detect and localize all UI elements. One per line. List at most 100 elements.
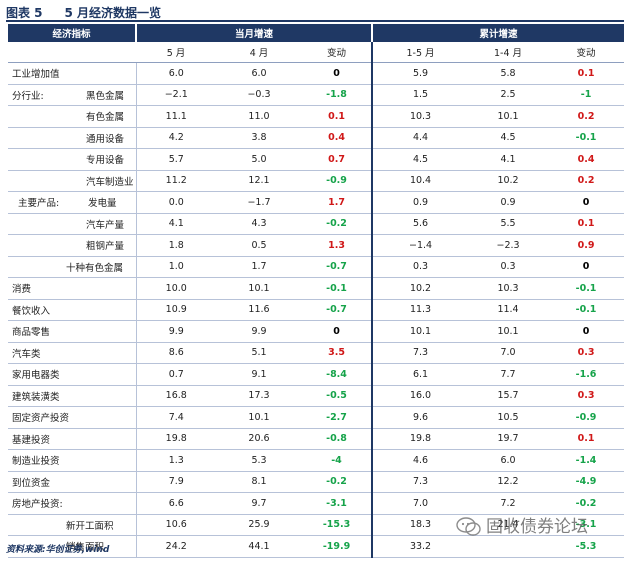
wechat-icon (456, 517, 481, 536)
row-label-text: 粗钢产量 (86, 241, 125, 253)
table-row: 新开工面积 10.6 25.9 -15.3 18.3 21.4 -3.1 (8, 514, 625, 536)
table-row: 有色金属 11.1 11.0 0.1 10.3 10.1 0.2 (8, 105, 625, 128)
value-cell: 10.5 (468, 406, 549, 429)
row-label-text: 工业增加值 (12, 69, 60, 81)
value-cell: 10.3 (468, 277, 549, 300)
change-cell: -0.2 (302, 471, 373, 493)
value-cell: 4.1 (468, 148, 549, 171)
value-cell: 4.5 (468, 127, 549, 149)
value-cell: 1.5 (371, 84, 469, 106)
subheader-cum-change: 变动 (548, 42, 625, 63)
subheader-jan-apr: 1-4 月 (468, 42, 549, 63)
value-cell: 7.0 (468, 342, 549, 364)
row-label: 销售面积 (8, 535, 136, 558)
row-label: 固定资产投资 (8, 406, 136, 429)
change-cell: 0.9 (548, 234, 625, 257)
table-row: 消费 10.0 10.1 -0.1 10.2 10.3 -0.1 (8, 277, 625, 300)
subheader-april: 4 月 (216, 42, 302, 63)
row-group: 主要产品: (18, 198, 60, 210)
value-cell: 7.7 (468, 363, 549, 386)
row-label: 汽车产量 (8, 213, 136, 235)
value-cell: 5.8 (468, 62, 549, 85)
value-cell: −0.3 (216, 84, 302, 106)
row-label: 到位资金 (8, 471, 136, 493)
change-cell: -0.9 (302, 170, 373, 192)
value-cell: 9.9 (216, 320, 302, 343)
row-label-text: 销售面积 (66, 542, 105, 554)
change-cell: -3.1 (302, 492, 373, 515)
value-cell: 10.1 (468, 105, 549, 128)
change-cell: -19.9 (302, 535, 373, 558)
row-label: 十种有色金属 (8, 256, 136, 278)
value-cell: 4.6 (371, 449, 469, 472)
value-cell: 11.2 (135, 170, 216, 192)
change-cell: -15.3 (302, 514, 373, 536)
row-label: 汽车类 (8, 342, 136, 364)
value-cell: 7.0 (371, 492, 469, 515)
change-cell: -1.6 (548, 363, 625, 386)
row-label: 专用设备 (8, 148, 136, 171)
value-cell: 1.0 (135, 256, 216, 278)
table-row: 到位资金 7.9 8.1 -0.2 7.3 12.2 -4.9 (8, 471, 625, 493)
source-note: 资料来源:华创证券,wind (6, 545, 110, 555)
change-cell: 0.3 (548, 385, 625, 407)
value-cell: 10.1 (468, 320, 549, 343)
table-row: 销售面积 24.2 44.1 -19.9 33.2 -5.3 (8, 535, 625, 558)
row-label-text: 到位资金 (12, 477, 51, 489)
value-cell: 0.0 (135, 191, 216, 214)
value-cell: 10.6 (135, 514, 216, 536)
change-cell: -1 (548, 84, 625, 106)
subheader-may: 5 月 (136, 42, 216, 63)
value-cell: 16.8 (135, 385, 216, 407)
change-cell: 0.2 (548, 105, 625, 128)
value-cell: 8.6 (135, 342, 216, 364)
value-cell: 19.7 (468, 428, 549, 450)
row-label: 分行业: 黑色金属 (8, 84, 136, 106)
row-label-text: 有色金属 (86, 112, 125, 124)
row-label: 商品零售 (8, 320, 136, 343)
table-row: 工业增加值 6.0 6.0 0 5.9 5.8 0.1 (8, 62, 625, 85)
change-cell: 3.5 (302, 342, 373, 364)
subheader-empty (8, 42, 136, 63)
value-cell: 6.0 (468, 449, 549, 472)
title-rule (6, 20, 624, 22)
value-cell: 7.2 (468, 492, 549, 515)
value-cell: 11.4 (468, 299, 549, 321)
change-cell: -0.5 (302, 385, 373, 407)
table-row: 分行业: 黑色金属 −2.1 −0.3 -1.8 1.5 2.5 -1 (8, 84, 625, 106)
change-cell: 0 (548, 256, 625, 278)
change-cell: 0.2 (548, 170, 625, 192)
row-label-text: 黑色金属 (86, 90, 125, 102)
value-cell: 4.4 (371, 127, 469, 149)
value-cell: 10.0 (135, 277, 216, 300)
header-indicator: 经济指标 (8, 24, 137, 42)
value-cell: 11.0 (216, 105, 302, 128)
table-row: 制造业投资 1.3 5.3 -4 4.6 6.0 -1.4 (8, 449, 625, 472)
value-cell (468, 535, 549, 558)
value-cell: 10.9 (135, 299, 216, 321)
row-label: 新开工面积 (8, 514, 136, 536)
header-cumulative-growth: 累计增速 (372, 24, 625, 42)
table-row: 通用设备 4.2 3.8 0.4 4.4 4.5 -0.1 (8, 127, 625, 149)
value-cell: 5.1 (216, 342, 302, 364)
value-cell: 6.1 (371, 363, 469, 386)
table-row: 餐饮收入 10.9 11.6 -0.7 11.3 11.4 -0.1 (8, 299, 625, 321)
row-label: 建筑装潢类 (8, 385, 136, 407)
change-cell: 1.3 (302, 234, 373, 257)
value-cell: −2.3 (468, 234, 549, 257)
value-cell: 18.3 (371, 514, 469, 536)
row-label: 家用电器类 (8, 363, 136, 386)
row-label-text: 商品零售 (12, 327, 51, 339)
value-cell: 20.6 (216, 428, 302, 450)
value-cell: 24.2 (135, 535, 216, 558)
value-cell: 12.1 (216, 170, 302, 192)
change-cell: -4.9 (548, 471, 625, 493)
value-cell: 1.7 (216, 256, 302, 278)
row-label-text: 消费 (12, 284, 32, 296)
subheader-change: 变动 (302, 42, 373, 63)
value-cell: 19.8 (371, 428, 469, 450)
value-cell: 10.1 (371, 320, 469, 343)
value-cell: 1.3 (135, 449, 216, 472)
value-cell: 4.5 (371, 148, 469, 171)
value-cell: 9.7 (216, 492, 302, 515)
